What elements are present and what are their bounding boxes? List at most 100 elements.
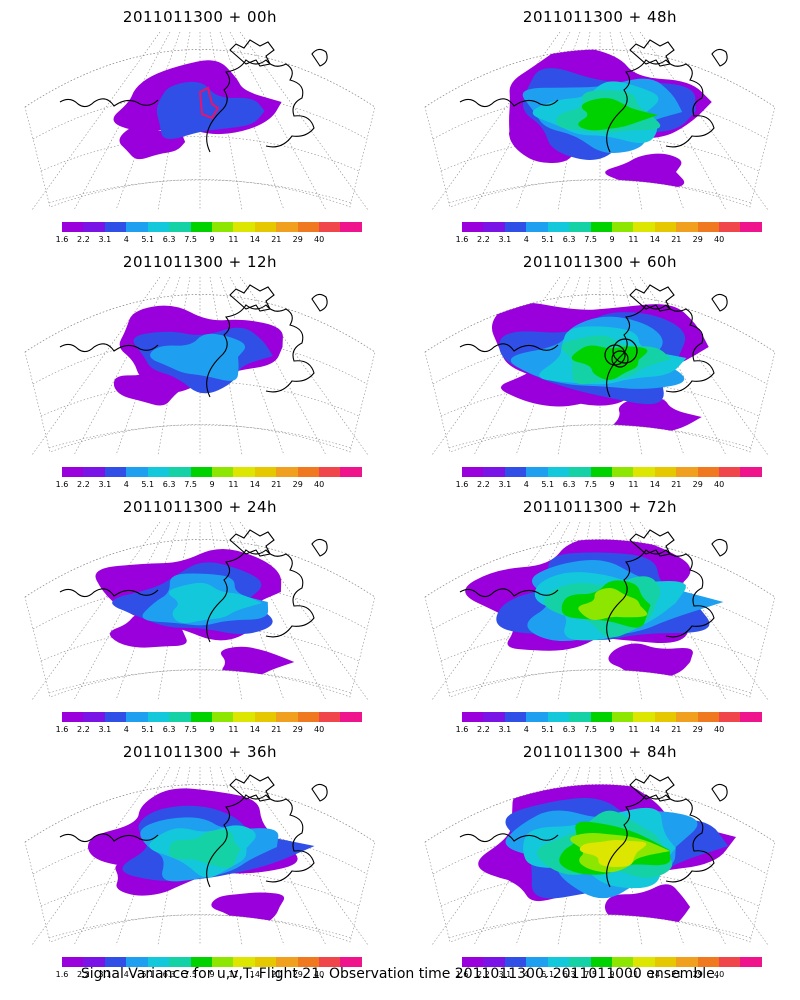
panel-72h: 2011011300 + 72h 1.6 2.2 3.1 4 5.1 6.3 7.5 9 11 1… bbox=[400, 490, 800, 735]
colorbar-swatch bbox=[590, 712, 612, 722]
colorbar-swatch bbox=[611, 957, 634, 967]
coastline-greenland bbox=[711, 293, 728, 312]
colorbar-ticks: 1.6 2.2 3.1 4 5.1 6.3 7.5 9 11 14 21 29 40 bbox=[456, 725, 762, 735]
colorbar-swatch bbox=[211, 467, 234, 477]
colorbar-tick-label: 3.1 bbox=[498, 725, 512, 734]
colorbar-swatch bbox=[569, 712, 591, 722]
colorbar-swatch bbox=[504, 712, 527, 722]
panel-title: 2011011300 + 12h bbox=[122, 253, 278, 271]
colorbar-tick-label: 21 bbox=[271, 480, 282, 489]
colorbar bbox=[462, 957, 762, 967]
colorbar-swatch bbox=[147, 467, 170, 477]
colorbar-tick-label: 29 bbox=[692, 235, 703, 244]
colorbar-tick-label: 6.3 bbox=[162, 970, 176, 979]
colorbar-tick-label: 1.6 bbox=[455, 480, 469, 489]
colorbar-tick-label: 5.1 bbox=[141, 725, 155, 734]
colorbar-tick-label: 6.3 bbox=[562, 725, 576, 734]
field-contour bbox=[611, 397, 702, 434]
colorbar-tick-label: 11 bbox=[628, 970, 639, 979]
colorbar-swatch bbox=[483, 712, 505, 722]
colorbar-tick-label: 7.5 bbox=[584, 480, 597, 489]
meridian-line bbox=[639, 277, 769, 456]
meridian-line bbox=[73, 767, 171, 946]
colorbar-tick-label: 29 bbox=[692, 480, 703, 489]
colorbar-tick-label: 2.2 bbox=[77, 235, 90, 244]
coastline-greenland bbox=[311, 293, 328, 312]
colorbar-tick-label: 3.1 bbox=[98, 480, 112, 489]
colorbar-swatch bbox=[654, 467, 677, 477]
colorbar-tick-label: 5.1 bbox=[541, 725, 555, 734]
colorbar-swatch bbox=[104, 957, 127, 967]
colorbar-swatch bbox=[276, 957, 298, 967]
colorbar-swatch bbox=[611, 467, 634, 477]
colorbar-tick-label: 40 bbox=[314, 480, 325, 489]
colorbar-ticks: 1.6 2.2 3.1 4 5.1 6.3 7.5 9 11 14 21 29 40 bbox=[56, 480, 362, 490]
colorbar-swatch bbox=[697, 712, 720, 722]
meridian-line bbox=[629, 277, 727, 456]
colorbar-swatch bbox=[254, 467, 277, 477]
coastline bbox=[459, 39, 728, 153]
colorbar-tick-label: 4 bbox=[123, 970, 129, 979]
panel-12h: 2011011300 + 12h 1.6 2.2 3.1 4 5.1 6.3 7.5 9 11 1… bbox=[0, 245, 400, 490]
panel-36h: 2011011300 + 36h 1.6 2.2 3.1 4 5.1 6.3 7.5 9 11 1… bbox=[0, 735, 400, 980]
meridian-line bbox=[473, 277, 571, 456]
colorbar-swatch bbox=[697, 222, 720, 232]
colorbar-swatch bbox=[462, 957, 484, 967]
colorbar-swatch bbox=[654, 712, 677, 722]
colorbar-tick-label: 11 bbox=[228, 725, 239, 734]
colorbar-tick-label: 6.3 bbox=[562, 235, 576, 244]
colorbar-swatch bbox=[276, 222, 298, 232]
coastline-greenland bbox=[711, 48, 728, 67]
meridian-line bbox=[557, 32, 591, 211]
field-contour bbox=[113, 370, 185, 406]
colorbar-swatch bbox=[190, 957, 212, 967]
colorbar-swatch bbox=[547, 957, 570, 967]
coastline-north-america bbox=[206, 549, 315, 643]
latitude-line bbox=[48, 179, 352, 204]
coastline-asia bbox=[459, 588, 559, 598]
meridian-line bbox=[209, 32, 243, 211]
colorbar-tick-label: 7.5 bbox=[184, 480, 197, 489]
colorbar-swatch bbox=[83, 467, 105, 477]
panel-title: 2011011300 + 48h bbox=[522, 8, 678, 26]
meridian-line bbox=[229, 767, 327, 946]
panel-title: 2011011300 + 84h bbox=[522, 743, 678, 761]
colorbar-swatch bbox=[126, 222, 148, 232]
colorbar-swatch bbox=[62, 712, 84, 722]
colorbar-tick-label: 6.3 bbox=[162, 235, 176, 244]
colorbar-swatch bbox=[611, 712, 634, 722]
colorbar-tick-label: 5.1 bbox=[141, 235, 155, 244]
colorbar-swatch bbox=[633, 712, 655, 722]
colorbar-swatch bbox=[654, 222, 677, 232]
variance-field bbox=[113, 60, 282, 160]
colorbar-tick-label: 6.3 bbox=[562, 480, 576, 489]
latitude-line bbox=[48, 669, 352, 694]
meridian-line bbox=[31, 32, 161, 211]
meridian-line bbox=[239, 32, 369, 211]
colorbar-tick-label: 29 bbox=[292, 725, 303, 734]
colorbar-tick-label: 40 bbox=[314, 725, 325, 734]
colorbar-tick-label: 5.1 bbox=[541, 970, 555, 979]
variance-field bbox=[508, 49, 712, 190]
colorbar-swatch bbox=[190, 712, 212, 722]
field-contour bbox=[578, 588, 648, 621]
meridian-line bbox=[557, 277, 591, 456]
colorbar-tick-label: 11 bbox=[628, 480, 639, 489]
meridian-line bbox=[229, 522, 327, 701]
colorbar-tick-label: 1.6 bbox=[55, 725, 69, 734]
field-contour bbox=[150, 333, 246, 381]
coastline-arctic-islands bbox=[229, 284, 275, 312]
colorbar-tick-label: 3.1 bbox=[98, 725, 112, 734]
coastline-north-america bbox=[206, 304, 315, 398]
field-contour bbox=[168, 582, 263, 624]
latitude-line bbox=[48, 424, 352, 449]
meridian-line bbox=[73, 32, 171, 211]
colorbar-swatch bbox=[569, 957, 591, 967]
colorbar-swatch bbox=[190, 467, 212, 477]
colorbar-swatch bbox=[319, 467, 341, 477]
colorbar-tick-label: 3.1 bbox=[498, 235, 512, 244]
colorbar-swatch bbox=[104, 222, 127, 232]
colorbar-swatch bbox=[462, 712, 484, 722]
map-72h bbox=[424, 522, 776, 701]
colorbar-swatch bbox=[169, 467, 191, 477]
